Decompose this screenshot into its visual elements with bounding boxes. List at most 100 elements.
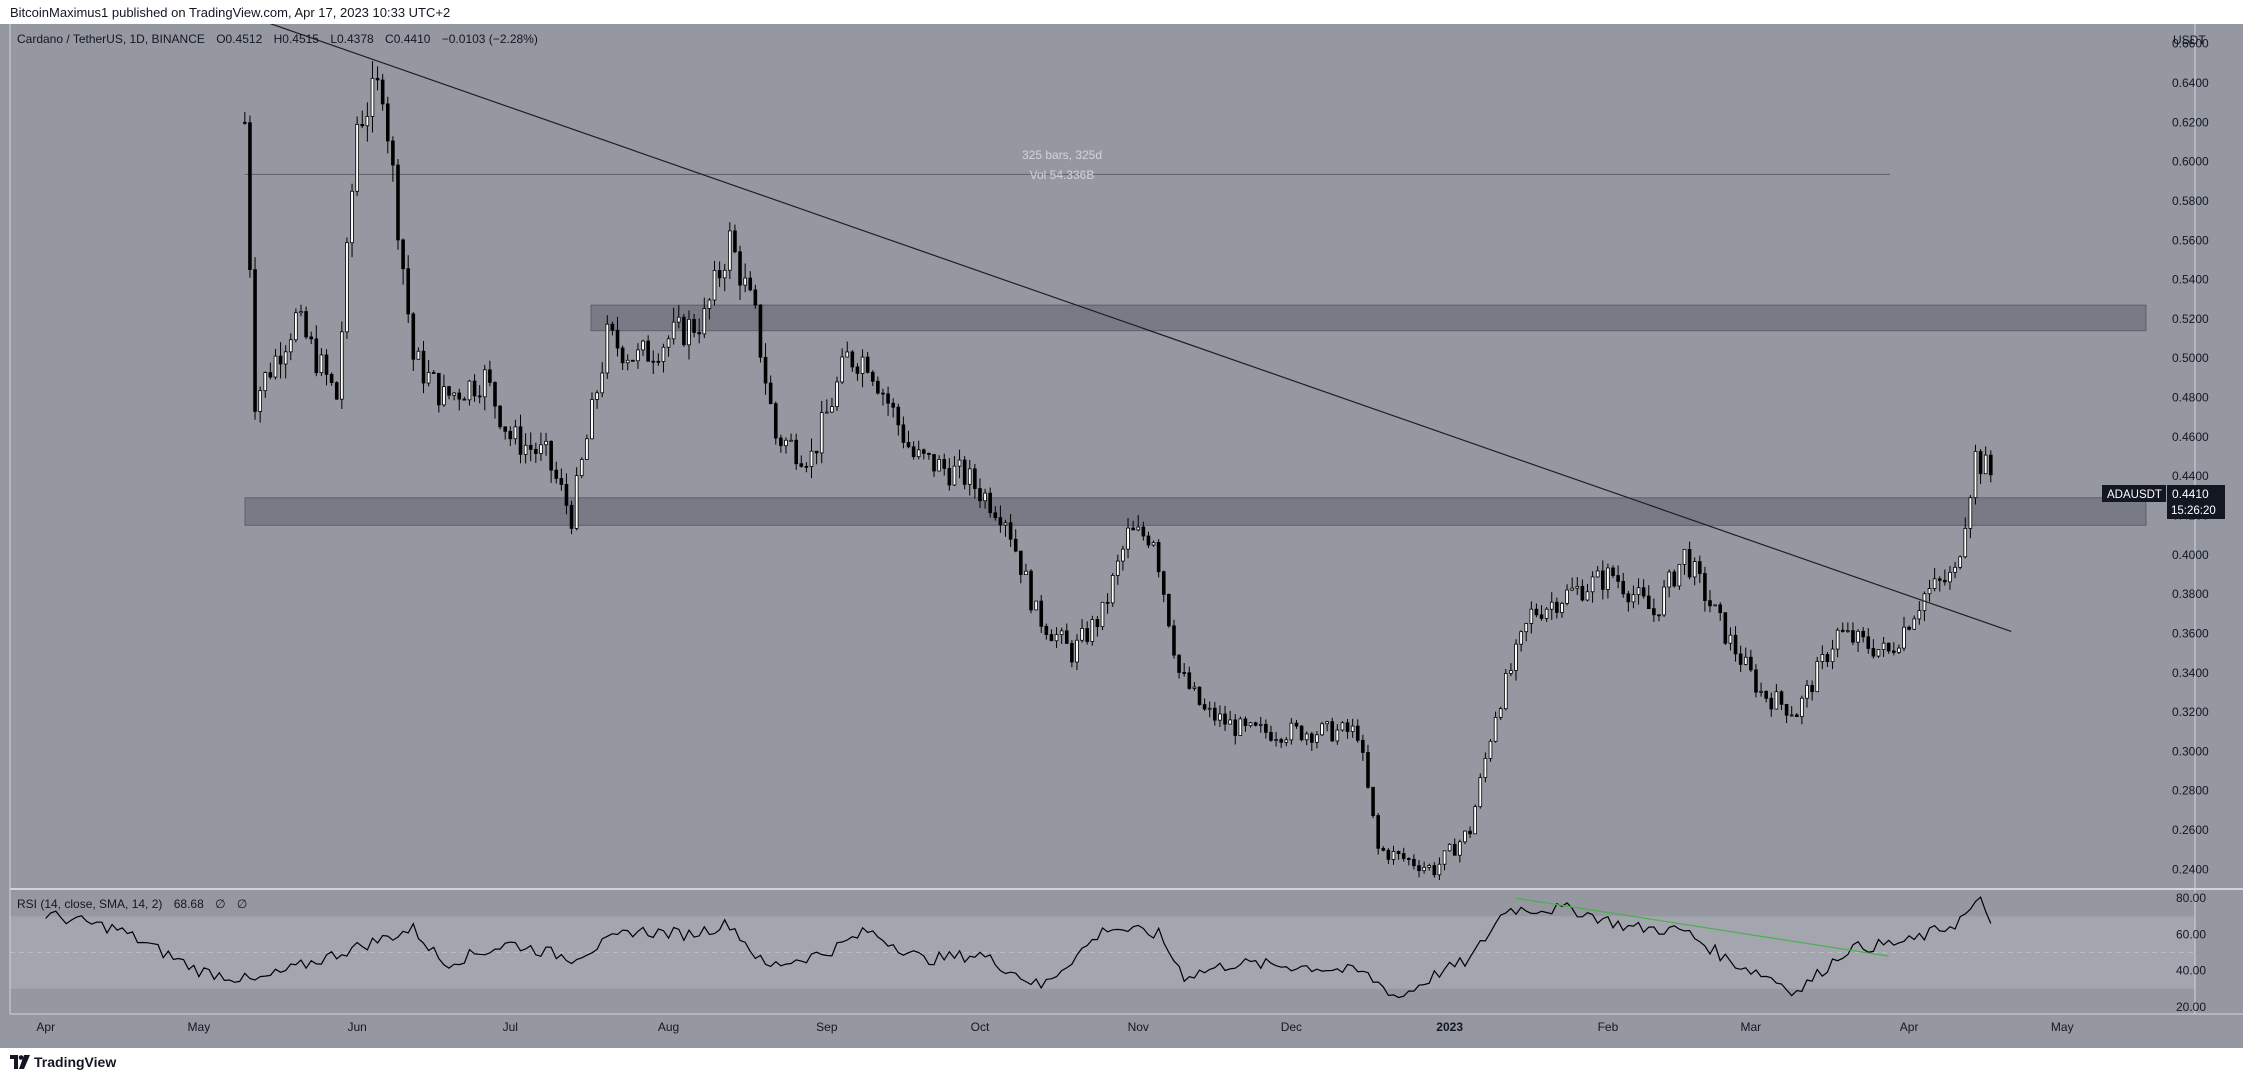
candle-body — [988, 492, 992, 514]
candle-body — [477, 395, 482, 398]
candle-body — [1544, 608, 1549, 619]
candle-body — [1774, 691, 1779, 710]
candle-body — [595, 392, 599, 400]
candle-body — [564, 484, 569, 506]
price-tick-label: 0.6400 — [2172, 76, 2209, 90]
candle-body — [283, 351, 288, 365]
candle-body — [881, 392, 885, 395]
candle-body — [513, 426, 518, 440]
candles — [243, 61, 1993, 881]
high-value: 0.4515 — [282, 32, 319, 46]
candle-body — [1126, 527, 1130, 550]
candle-body — [1161, 571, 1166, 595]
candle-body — [1646, 595, 1651, 610]
candle-body — [952, 465, 957, 486]
candle-body — [1294, 722, 1299, 727]
candle-body — [906, 442, 911, 448]
candle-body — [1988, 454, 1993, 476]
candle-body — [825, 411, 829, 414]
candle-body — [927, 453, 931, 455]
candle-body — [840, 356, 844, 383]
rsi-axis[interactable]: 80.00 60.00 40.00 20.00 — [2176, 891, 2206, 1014]
candle-body — [1350, 725, 1355, 732]
candle-body — [294, 312, 298, 341]
candle-body — [1335, 729, 1340, 742]
candle-body — [763, 356, 768, 384]
rsi-extra-2: ∅ — [237, 897, 247, 911]
candle-body — [1019, 550, 1023, 575]
descending-trendline[interactable] — [260, 24, 2012, 633]
symbol-name: Cardano / TetherUS, 1D, BINANCE — [17, 32, 205, 46]
time-tick-label: Jul — [503, 1020, 518, 1034]
candle-body — [590, 399, 594, 440]
candle-body — [1100, 601, 1105, 628]
candle-body — [1355, 725, 1360, 741]
candle-body — [426, 372, 431, 384]
candle-body — [355, 123, 359, 192]
candle-body — [1121, 548, 1125, 562]
candle-body — [707, 299, 712, 309]
rsi-label: RSI (14, close, SMA, 14, 2) — [17, 897, 162, 911]
candle-body — [1973, 451, 1978, 499]
footer-brand[interactable]: TradingView — [34, 1054, 117, 1070]
candle-body — [1789, 714, 1794, 717]
price-tick-label: 0.2400 — [2172, 862, 2209, 876]
price-chart[interactable]: 0.6600 0.6400 0.6200 0.6000 0.5800 0.5600 0.54… — [0, 24, 2243, 1048]
price-axis[interactable]: 0.6600 0.6400 0.6200 0.6000 0.5800 0.5600 0.54… — [2172, 37, 2209, 877]
candle-body — [1983, 454, 1988, 475]
rsi-value: 68.68 — [174, 897, 204, 911]
candle-body — [1253, 722, 1258, 726]
candle-body — [1943, 579, 1947, 583]
candle-body — [733, 230, 737, 253]
candle-body — [1172, 625, 1176, 656]
candle-body — [1003, 522, 1008, 526]
candle-body — [1090, 619, 1095, 642]
candle-body — [385, 103, 390, 142]
candle-body — [1922, 593, 1927, 612]
candle-body — [1948, 571, 1952, 583]
candle-body — [1718, 604, 1723, 614]
candle-body — [1626, 593, 1631, 603]
candle-body — [1340, 722, 1345, 731]
time-tick-label: May — [2051, 1020, 2074, 1034]
candle-body — [1657, 614, 1661, 617]
tradingview-logo-icon[interactable] — [10, 1055, 30, 1069]
candle-body — [646, 340, 650, 362]
candle-body — [651, 360, 656, 363]
candle-body — [1049, 634, 1054, 642]
rsi-extra-1: ∅ — [215, 897, 225, 911]
candle-body — [1264, 723, 1268, 733]
candle-body — [508, 430, 513, 440]
candle-body — [258, 390, 262, 412]
candle-body — [1452, 843, 1457, 856]
price-tick-label: 0.3200 — [2172, 705, 2209, 719]
candle-body — [1580, 585, 1585, 601]
candle-body — [1575, 585, 1580, 589]
candle-body — [1524, 623, 1529, 633]
candle-body — [610, 323, 615, 331]
candle-body — [1698, 561, 1702, 574]
time-axis[interactable]: Apr May Jun Jul Aug Sep Oct Nov Dec 2023 Feb Mar Apr… — [36, 1020, 2073, 1034]
candle-body — [1156, 541, 1161, 573]
candle-body — [401, 239, 405, 270]
candle-body — [814, 450, 819, 454]
candle-body — [1315, 734, 1319, 743]
candle-body — [758, 304, 763, 358]
candle-body — [574, 475, 579, 529]
candle-body — [1361, 739, 1365, 753]
candle-body — [1391, 851, 1396, 860]
candle-body — [850, 351, 855, 368]
candle-body — [1800, 697, 1804, 717]
candle-body — [702, 308, 707, 335]
candle-body — [748, 277, 753, 291]
rsi-legend: RSI (14, close, SMA, 14, 2) 68.68 ∅ ∅ — [17, 897, 247, 911]
candle-body — [1269, 731, 1273, 741]
candle-body — [579, 459, 584, 476]
candle-body — [682, 316, 686, 346]
candle-body — [819, 412, 824, 454]
candle-body — [1381, 847, 1386, 851]
time-tick-label: Feb — [1598, 1020, 1619, 1034]
candle-body — [845, 351, 850, 358]
candle-body — [835, 381, 839, 407]
candle-body — [1417, 865, 1421, 872]
